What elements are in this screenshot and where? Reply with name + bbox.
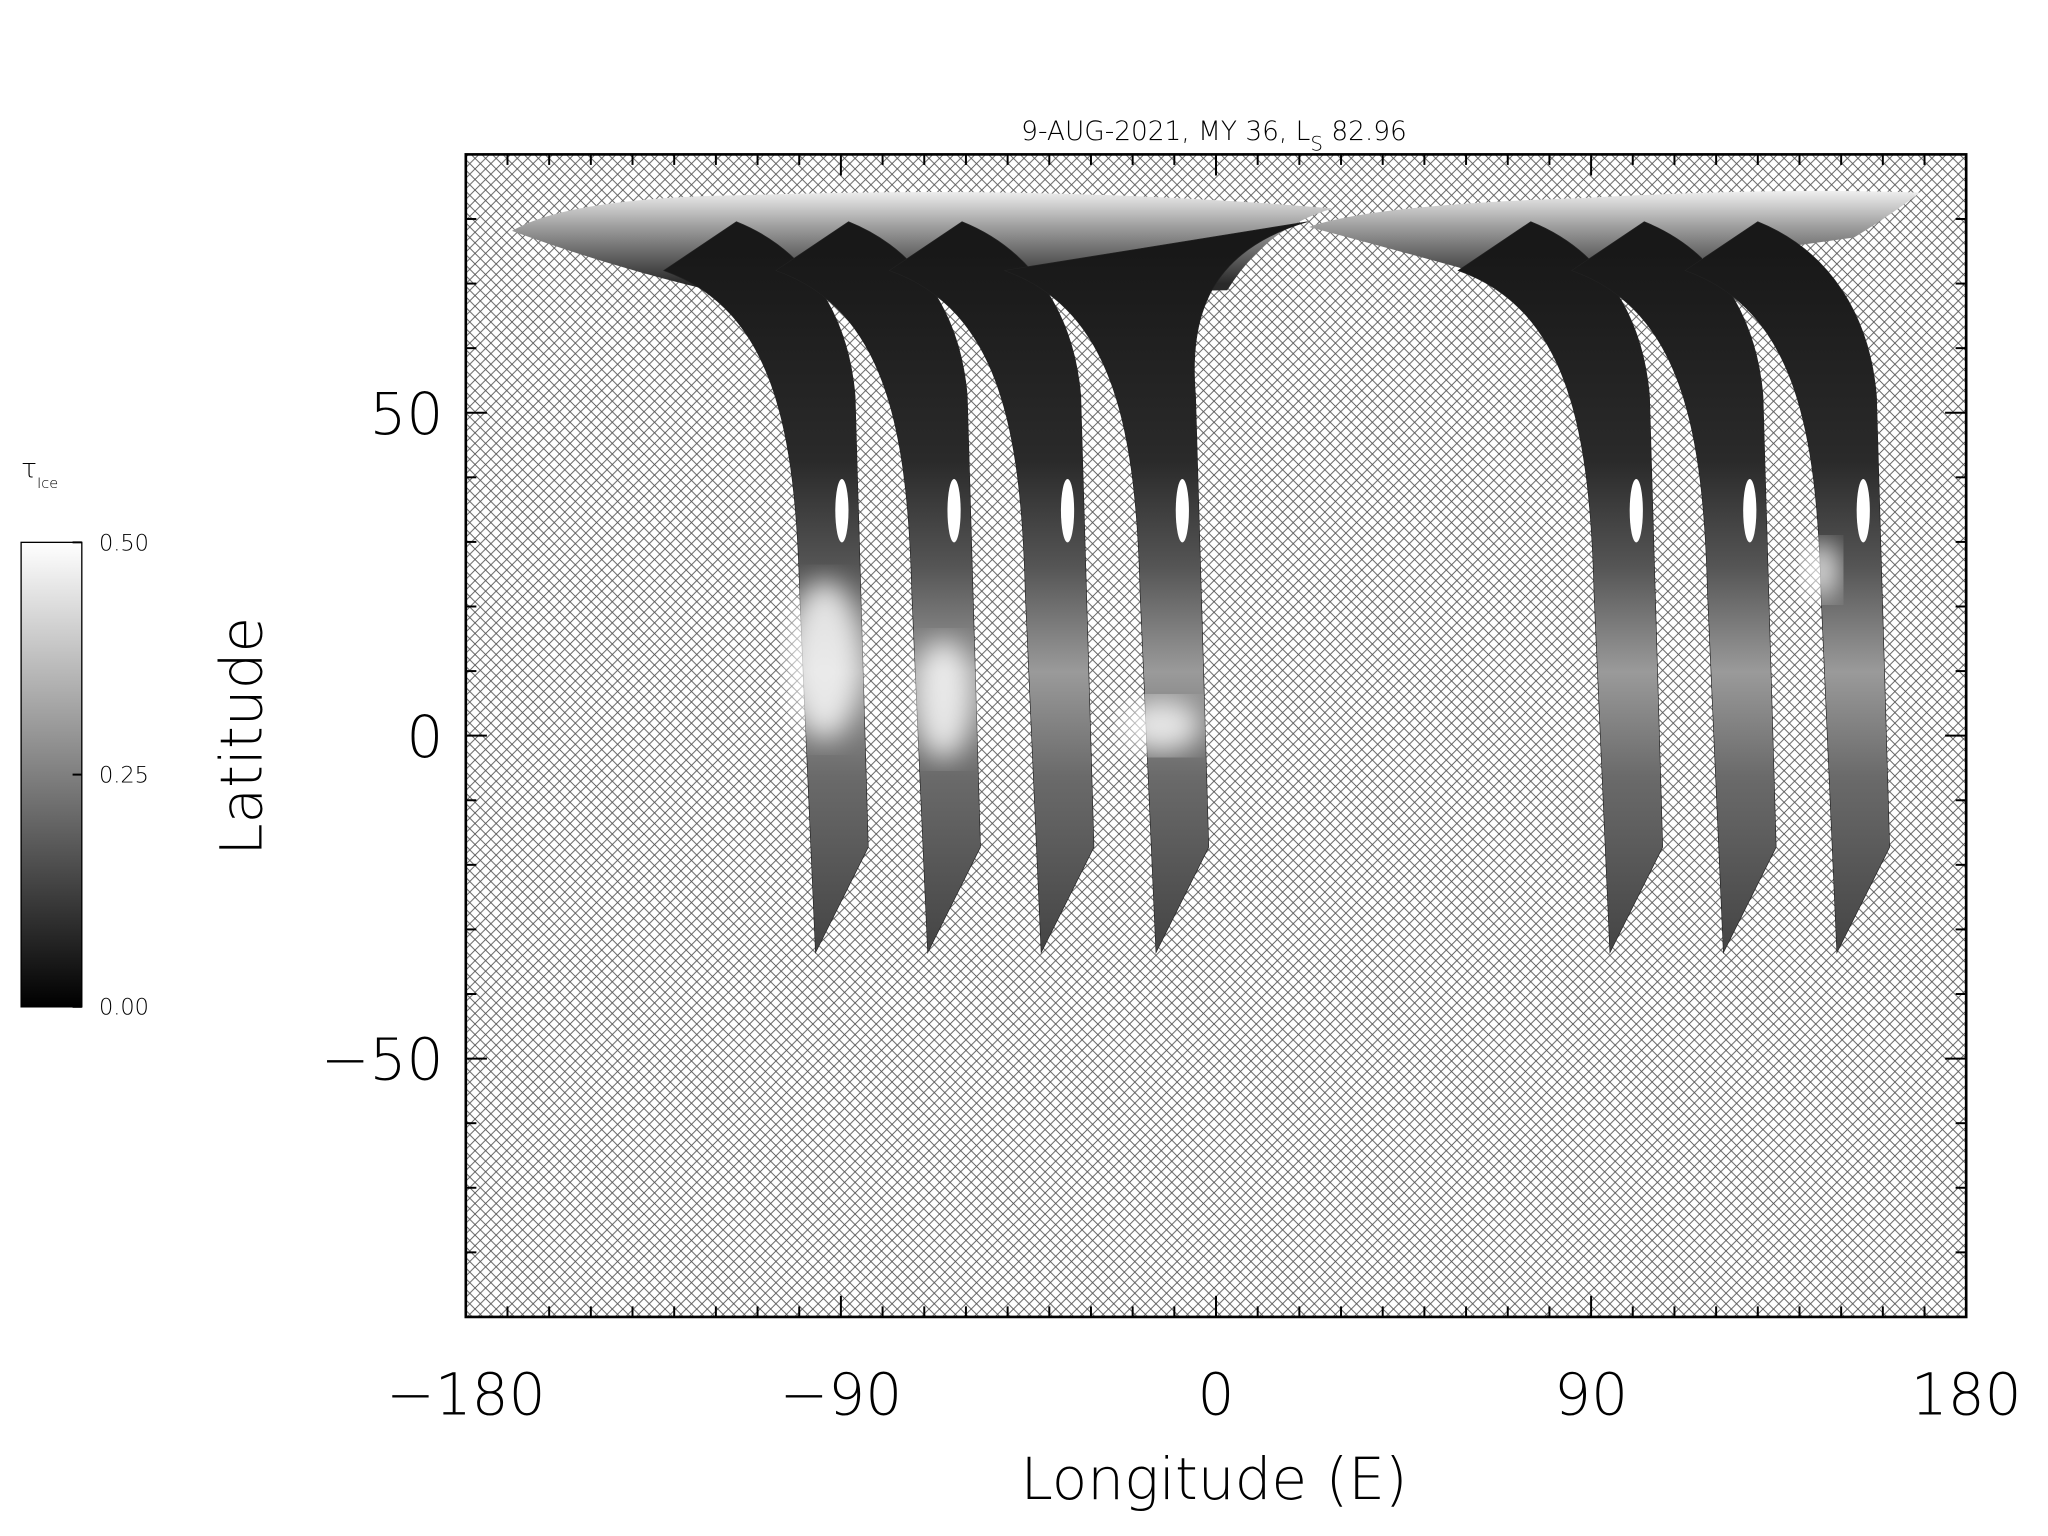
swath-gap xyxy=(1743,479,1757,543)
swath-layer xyxy=(512,190,1920,955)
chart-title: 9-AUG-2021, MY 36, LS 82.96 xyxy=(1021,117,1407,156)
x-axis-label: Longitude (E) xyxy=(1020,1445,1407,1513)
swath-gap xyxy=(1629,479,1643,543)
cloud xyxy=(787,580,862,739)
swath-gap xyxy=(1060,479,1075,543)
swath xyxy=(888,221,1095,955)
y-axis-label: Latitude xyxy=(207,617,275,856)
swath xyxy=(1004,221,1308,955)
y-tick-label: −50 xyxy=(321,1026,444,1094)
x-tick-label: −90 xyxy=(780,1361,903,1429)
colorbar-tick-label: 0.00 xyxy=(99,995,149,1021)
y-tick-label: 50 xyxy=(370,380,444,448)
cloud xyxy=(1121,699,1201,753)
colorbar-tick-label: 0.25 xyxy=(99,763,149,789)
swath-gap xyxy=(947,479,961,543)
x-tick-label: 180 xyxy=(1911,1361,2022,1429)
cloud xyxy=(1802,541,1840,600)
colorbar-label: τIce xyxy=(21,455,58,493)
y-tick-label: 0 xyxy=(406,703,443,771)
swath-gap xyxy=(1856,479,1870,543)
colorbar-tick-label: 0.50 xyxy=(99,530,149,556)
cloud xyxy=(914,640,973,759)
swath-gap xyxy=(835,479,849,543)
x-tick-label: 0 xyxy=(1198,1361,1235,1429)
x-tick-label: 90 xyxy=(1554,1361,1628,1429)
x-tick-label: −180 xyxy=(386,1361,545,1429)
polar-cap xyxy=(1309,190,1920,284)
colorbar xyxy=(20,541,83,1008)
swath-gap xyxy=(1175,479,1189,543)
